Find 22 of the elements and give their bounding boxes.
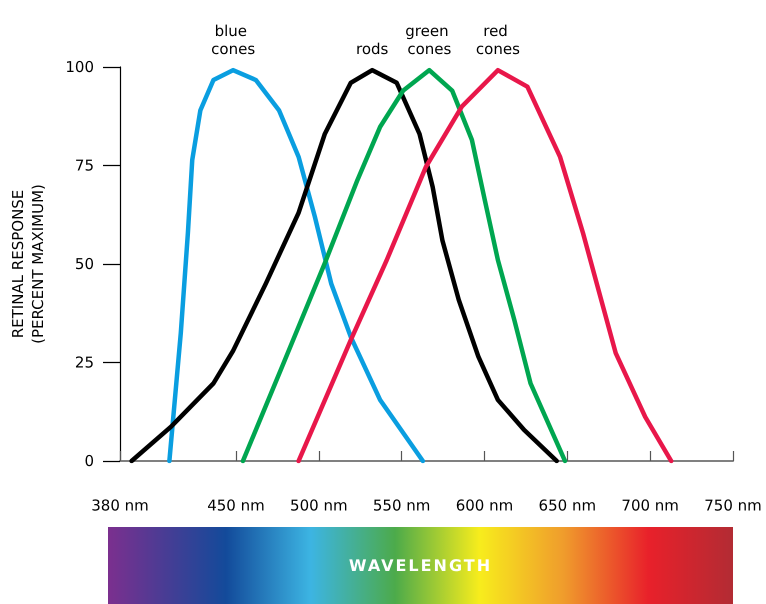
x-tick-label: 700 nm xyxy=(621,496,679,514)
x-tick-label: 380 nm xyxy=(91,496,149,514)
y-tick-label: 100 xyxy=(65,58,94,76)
line-series xyxy=(129,68,559,464)
y-tick-label: 50 xyxy=(74,255,94,273)
y-tick-label: 75 xyxy=(74,156,94,174)
y-tick-label: 25 xyxy=(74,354,94,372)
x-tick-label: 600 nm xyxy=(456,496,514,514)
x-tick-label: 750 nm xyxy=(704,496,762,514)
series-label: rods xyxy=(356,40,389,58)
y-axis-title: RETINAL RESPONSE (PERCENT MAXIMUM) xyxy=(9,184,47,344)
x-tick-label: 650 nm xyxy=(538,496,596,514)
series-label: red cones xyxy=(476,22,520,58)
x-tick-label: 500 nm xyxy=(290,496,348,514)
line-series xyxy=(240,68,568,464)
x-tick-label: 450 nm xyxy=(207,496,265,514)
series-label: blue cones xyxy=(211,22,256,58)
y-tick-label: 0 xyxy=(84,452,94,470)
line-series xyxy=(167,68,426,464)
series-label: green cones xyxy=(405,22,454,58)
x-tick-label: 550 nm xyxy=(372,496,430,514)
line-series xyxy=(296,68,674,464)
